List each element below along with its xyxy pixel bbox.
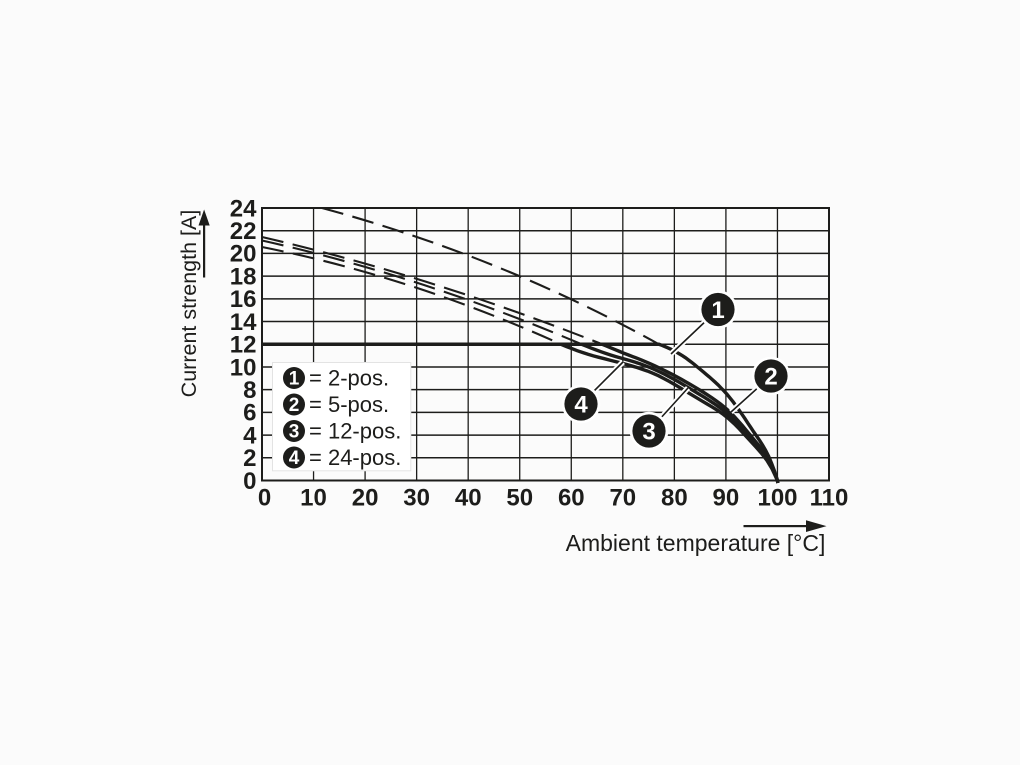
svg-text:18: 18 (230, 263, 257, 290)
svg-text:60: 60 (558, 485, 585, 512)
svg-text:50: 50 (506, 485, 533, 512)
svg-text:8: 8 (243, 377, 256, 404)
svg-text:22: 22 (230, 218, 257, 245)
svg-text:70: 70 (609, 485, 636, 512)
svg-text:= 2-pos.: = 2-pos. (309, 366, 389, 391)
svg-text:= 24-pos.: = 24-pos. (309, 445, 401, 470)
svg-text:4: 4 (574, 392, 588, 419)
svg-text:0: 0 (258, 485, 271, 512)
svg-text:2: 2 (764, 364, 777, 391)
svg-text:10: 10 (300, 485, 327, 512)
svg-text:24: 24 (230, 195, 257, 222)
svg-text:20: 20 (230, 241, 257, 268)
svg-text:110: 110 (810, 485, 849, 512)
svg-text:16: 16 (230, 286, 257, 313)
svg-text:Ambient temperature [°C]: Ambient temperature [°C] (566, 530, 826, 556)
svg-text:4: 4 (243, 422, 257, 449)
svg-text:14: 14 (230, 309, 257, 336)
svg-text:100: 100 (757, 485, 797, 512)
svg-text:Current strength [A]: Current strength [A] (177, 210, 201, 398)
svg-text:1: 1 (711, 297, 724, 324)
svg-text:3: 3 (289, 422, 300, 443)
svg-text:= 12-pos.: = 12-pos. (309, 419, 401, 444)
svg-text:0: 0 (243, 468, 256, 495)
svg-text:2: 2 (243, 445, 256, 472)
svg-text:10: 10 (230, 354, 257, 381)
svg-text:30: 30 (403, 485, 430, 512)
svg-text:3: 3 (642, 419, 655, 446)
svg-text:6: 6 (243, 400, 256, 427)
svg-text:20: 20 (352, 485, 379, 512)
svg-text:= 5-pos.: = 5-pos. (309, 392, 389, 417)
svg-text:12: 12 (230, 332, 257, 359)
svg-text:1: 1 (289, 369, 300, 390)
svg-text:2: 2 (289, 395, 300, 416)
svg-text:90: 90 (713, 485, 740, 512)
svg-text:4: 4 (289, 448, 300, 469)
svg-text:40: 40 (455, 485, 482, 512)
svg-text:80: 80 (661, 485, 688, 512)
